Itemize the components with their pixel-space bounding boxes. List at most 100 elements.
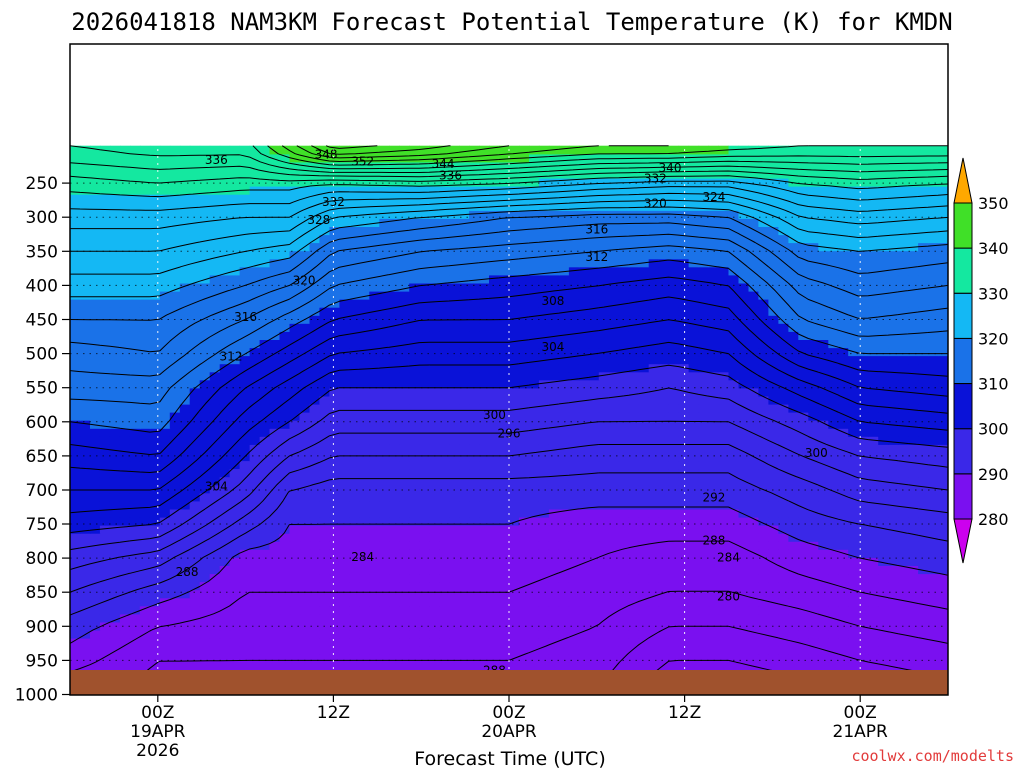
theta-cell [429, 476, 440, 486]
theta-cell [818, 629, 829, 639]
theta-cell [379, 444, 390, 453]
theta-cell [618, 339, 630, 349]
theta-cell [509, 395, 520, 405]
theta-cell [209, 355, 221, 365]
theta-cell [489, 363, 500, 373]
theta-cell [90, 557, 101, 566]
theta-cell [469, 234, 480, 244]
theta-cell [289, 508, 301, 518]
theta-cell [888, 516, 899, 526]
theta-cell [788, 250, 799, 260]
theta-cell [299, 266, 311, 276]
theta-cell [558, 605, 570, 615]
theta-cell [668, 516, 680, 526]
theta-cell [638, 266, 650, 276]
theta-cell [938, 492, 948, 502]
theta-cell [299, 452, 311, 462]
theta-cell [608, 541, 620, 550]
theta-cell [688, 355, 700, 365]
theta-cell [169, 508, 181, 518]
theta-cell [199, 662, 211, 671]
theta-cell [289, 525, 301, 534]
theta-cell [389, 347, 400, 357]
theta-cell [299, 363, 311, 373]
theta-cell [269, 395, 281, 405]
theta-cell [359, 387, 370, 397]
theta-cell [109, 654, 121, 663]
theta-cell [349, 654, 360, 663]
theta-cell [269, 492, 281, 502]
theta-cell [698, 274, 710, 284]
theta-cell [409, 420, 420, 429]
theta-cell [149, 290, 161, 300]
theta-cell [558, 412, 570, 421]
theta-cell [568, 533, 580, 542]
theta-cell [389, 266, 400, 276]
theta-cell [519, 621, 530, 631]
theta-cell [938, 597, 948, 607]
theta-cell [808, 371, 819, 381]
theta-cell [758, 621, 769, 631]
theta-cell [519, 508, 530, 518]
theta-cell [618, 662, 630, 671]
theta-cell [369, 621, 380, 631]
theta-cell [758, 516, 769, 526]
theta-cell [768, 508, 779, 518]
theta-cell [119, 282, 131, 292]
theta-cell [928, 266, 939, 276]
theta-cell [249, 629, 261, 639]
theta-cell [149, 525, 161, 534]
theta-cell [429, 468, 440, 478]
theta-cell [219, 307, 231, 316]
theta-cell [399, 403, 410, 413]
theta-cell [329, 589, 340, 599]
theta-cell [818, 290, 829, 300]
theta-cell [159, 258, 171, 268]
theta-cell [369, 339, 380, 349]
theta-cell [548, 274, 560, 284]
theta-cell [798, 629, 809, 639]
theta-cell [548, 621, 560, 631]
theta-cell [159, 371, 171, 381]
theta-cell [479, 387, 490, 397]
theta-cell [708, 242, 720, 252]
theta-cell [798, 315, 809, 324]
theta-cell [249, 468, 261, 478]
theta-cell [918, 282, 929, 292]
theta-cell [149, 258, 161, 268]
theta-cell [399, 654, 410, 663]
theta-cell [159, 516, 171, 526]
theta-cell [509, 315, 520, 324]
theta-cell [688, 484, 700, 494]
theta-cell [469, 662, 480, 671]
theta-cell [678, 557, 690, 566]
theta-cell [249, 379, 261, 389]
theta-cell [399, 597, 410, 607]
theta-cell [439, 476, 450, 486]
theta-cell [429, 557, 440, 566]
theta-cell [908, 654, 919, 663]
theta-cell [279, 589, 291, 599]
theta-cell [459, 347, 470, 357]
theta-cell [259, 331, 271, 340]
theta-cell [748, 638, 760, 647]
theta-cell [189, 323, 201, 332]
theta-cell [199, 403, 211, 413]
theta-cell [778, 371, 789, 381]
theta-cell [239, 646, 251, 655]
theta-cell [99, 420, 111, 429]
theta-cell [329, 347, 340, 357]
theta-cell [449, 605, 460, 615]
theta-cell [529, 234, 540, 244]
theta-cell [379, 282, 390, 292]
theta-cell [868, 468, 879, 478]
theta-cell [648, 573, 660, 583]
theta-cell [209, 403, 221, 413]
theta-cell [309, 638, 321, 647]
theta-cell [119, 516, 131, 526]
theta-cell [538, 371, 550, 381]
theta-cell [489, 468, 500, 478]
theta-cell [199, 573, 211, 583]
theta-cell [419, 646, 430, 655]
theta-cell [708, 363, 720, 373]
